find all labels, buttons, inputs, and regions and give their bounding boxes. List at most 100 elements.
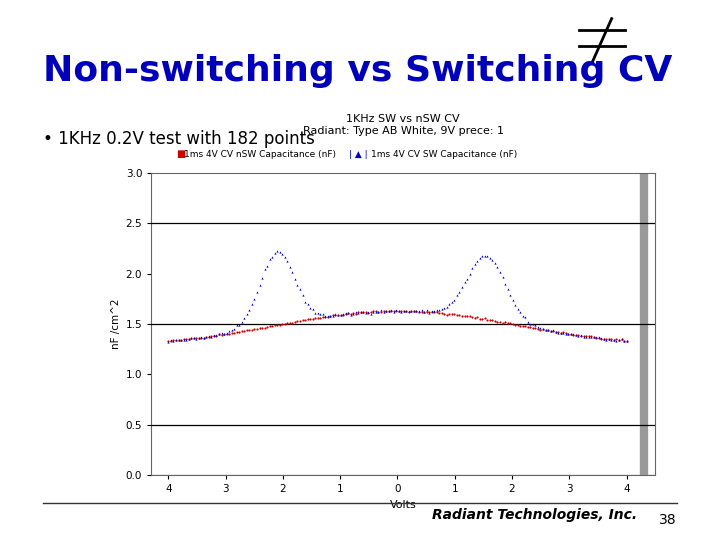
Point: [282, 256, 293, 265]
Point: [269, 248, 281, 257]
Point: [441, 310, 453, 319]
Point: [310, 308, 321, 317]
Point: [552, 328, 564, 337]
Point: [595, 334, 607, 343]
Point: [562, 330, 574, 339]
Point: [565, 329, 577, 338]
Point: [436, 309, 448, 318]
Point: [233, 328, 245, 336]
Point: [474, 315, 485, 323]
Point: [388, 306, 400, 315]
Point: [246, 300, 258, 308]
Point: [403, 307, 415, 316]
Point: [243, 306, 255, 315]
Point: [340, 308, 351, 317]
Point: [517, 312, 528, 321]
Point: [560, 329, 572, 338]
Point: [226, 326, 238, 335]
Point: [196, 334, 207, 342]
Point: [216, 329, 228, 338]
Point: [165, 336, 176, 345]
Point: [613, 336, 625, 345]
Point: [557, 328, 569, 336]
Point: [431, 306, 443, 315]
Point: [522, 318, 534, 326]
Point: [542, 326, 554, 335]
Point: [163, 338, 174, 346]
Point: [482, 252, 493, 260]
Point: [545, 326, 557, 335]
Point: [567, 330, 579, 339]
Text: 38: 38: [660, 512, 677, 526]
Point: [603, 335, 615, 343]
Point: [472, 257, 483, 266]
Point: [370, 307, 382, 316]
Point: [590, 334, 602, 342]
Point: [300, 298, 311, 306]
Point: [253, 324, 265, 333]
Point: [322, 313, 333, 321]
Point: [527, 320, 539, 328]
Point: [398, 307, 410, 315]
Point: [547, 326, 559, 335]
Point: [504, 291, 516, 299]
Point: [431, 308, 443, 316]
Point: [211, 332, 222, 340]
Point: [540, 326, 552, 334]
Text: Non-switching vs Switching CV: Non-switching vs Switching CV: [43, 54, 672, 88]
Point: [467, 264, 478, 273]
Point: [170, 335, 181, 344]
Point: [474, 254, 485, 262]
Point: [487, 316, 498, 325]
Point: [320, 312, 331, 320]
Point: [600, 334, 612, 343]
Point: [266, 252, 278, 261]
Point: [570, 331, 582, 340]
Point: [555, 328, 567, 337]
Point: [535, 323, 546, 332]
Point: [582, 333, 594, 341]
Point: [598, 334, 610, 343]
Point: [532, 325, 544, 333]
Point: [393, 306, 405, 315]
Point: [512, 320, 523, 329]
Point: [355, 308, 366, 317]
Point: [489, 317, 500, 326]
Point: [297, 316, 308, 325]
Point: [582, 332, 594, 341]
Point: [575, 332, 587, 340]
Point: [469, 314, 480, 322]
Point: [266, 321, 278, 330]
Point: [497, 318, 508, 327]
Point: [284, 263, 296, 272]
Text: • 1KHz 0.2V test with 182 points: • 1KHz 0.2V test with 182 points: [43, 130, 315, 147]
Point: [337, 309, 348, 318]
Point: [241, 310, 253, 319]
Point: [603, 335, 615, 343]
Point: [373, 308, 384, 316]
Point: [492, 263, 503, 272]
Point: [213, 330, 225, 339]
Point: [302, 300, 313, 308]
Point: [368, 308, 379, 316]
Point: [193, 333, 204, 342]
Point: [208, 331, 220, 340]
Point: [163, 336, 174, 345]
Point: [616, 335, 627, 344]
Text: 1ms 4V CV nSW Capacitance (nF): 1ms 4V CV nSW Capacitance (nF): [184, 150, 336, 159]
Point: [469, 260, 480, 269]
Point: [390, 307, 402, 315]
Point: [477, 314, 488, 323]
Point: [444, 300, 455, 308]
Point: [484, 316, 495, 325]
Point: [317, 310, 328, 319]
Point: [515, 308, 526, 316]
Point: [203, 333, 215, 341]
Point: [413, 307, 425, 316]
Point: [449, 309, 460, 318]
Point: [276, 320, 288, 329]
Point: [507, 295, 518, 304]
Point: [213, 329, 225, 338]
Point: [322, 312, 333, 320]
Point: [575, 331, 587, 340]
